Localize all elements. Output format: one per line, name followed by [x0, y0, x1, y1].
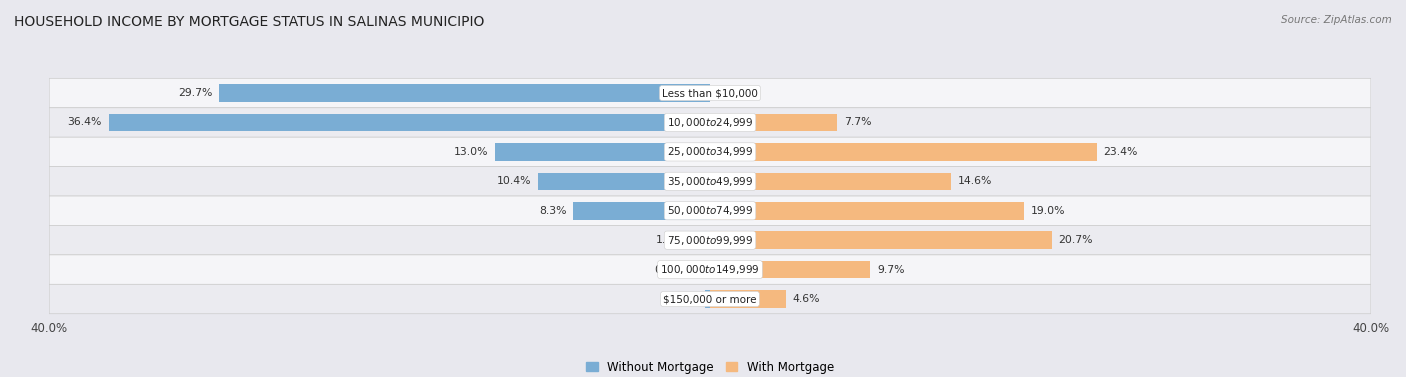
Text: $35,000 to $49,999: $35,000 to $49,999 [666, 175, 754, 188]
Text: 20.7%: 20.7% [1059, 235, 1092, 245]
Text: 0.0%: 0.0% [717, 88, 744, 98]
Text: 10.4%: 10.4% [498, 176, 531, 186]
FancyBboxPatch shape [49, 225, 1371, 255]
Text: Source: ZipAtlas.com: Source: ZipAtlas.com [1281, 15, 1392, 25]
Bar [696, 261, 710, 279]
FancyBboxPatch shape [49, 284, 1371, 314]
Bar [219, 84, 710, 102]
Text: 14.6%: 14.6% [957, 176, 993, 186]
Text: 36.4%: 36.4% [67, 118, 103, 127]
FancyBboxPatch shape [49, 255, 1371, 284]
Bar [710, 231, 1052, 249]
Bar [108, 113, 710, 131]
FancyBboxPatch shape [49, 78, 1371, 108]
FancyBboxPatch shape [49, 196, 1371, 225]
Text: 23.4%: 23.4% [1104, 147, 1137, 157]
Text: $50,000 to $74,999: $50,000 to $74,999 [666, 204, 754, 217]
Bar [706, 290, 710, 308]
Text: 29.7%: 29.7% [179, 88, 212, 98]
Bar [710, 290, 786, 308]
Bar [690, 231, 710, 249]
Text: $25,000 to $34,999: $25,000 to $34,999 [666, 146, 754, 158]
Text: HOUSEHOLD INCOME BY MORTGAGE STATUS IN SALINAS MUNICIPIO: HOUSEHOLD INCOME BY MORTGAGE STATUS IN S… [14, 15, 485, 29]
Bar [710, 143, 1097, 161]
Bar [710, 261, 870, 279]
Text: 0.86%: 0.86% [655, 265, 689, 274]
Bar [572, 202, 710, 219]
FancyBboxPatch shape [49, 167, 1371, 196]
Legend: Without Mortgage, With Mortgage: Without Mortgage, With Mortgage [581, 356, 839, 377]
Text: $75,000 to $99,999: $75,000 to $99,999 [666, 234, 754, 247]
Bar [710, 202, 1024, 219]
FancyBboxPatch shape [49, 137, 1371, 167]
Text: Less than $10,000: Less than $10,000 [662, 88, 758, 98]
Text: 4.6%: 4.6% [793, 294, 820, 304]
Text: 9.7%: 9.7% [877, 265, 904, 274]
Bar [495, 143, 710, 161]
Bar [538, 173, 710, 190]
Text: 13.0%: 13.0% [454, 147, 489, 157]
Text: 8.3%: 8.3% [538, 206, 567, 216]
Text: $150,000 or more: $150,000 or more [664, 294, 756, 304]
Bar [710, 173, 952, 190]
Text: $10,000 to $24,999: $10,000 to $24,999 [666, 116, 754, 129]
Text: $100,000 to $149,999: $100,000 to $149,999 [661, 263, 759, 276]
Text: 19.0%: 19.0% [1031, 206, 1064, 216]
FancyBboxPatch shape [49, 108, 1371, 137]
Text: 7.7%: 7.7% [844, 118, 872, 127]
Text: 0.28%: 0.28% [664, 294, 699, 304]
Text: 1.2%: 1.2% [657, 235, 683, 245]
Bar [710, 113, 837, 131]
